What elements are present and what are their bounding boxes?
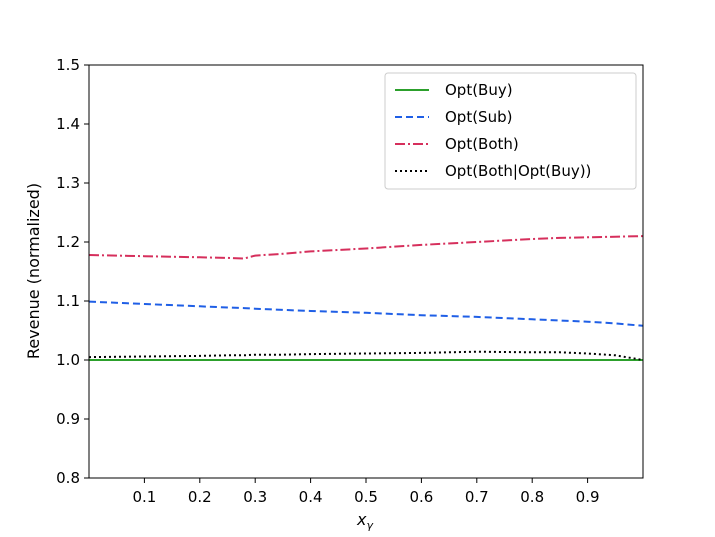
x-axis-label-main: x	[356, 510, 367, 529]
y-tick-label: 1.1	[56, 292, 80, 310]
x-axis-label-subscript: γ	[366, 519, 373, 532]
x-tick-label: 0.3	[243, 488, 267, 506]
x-tick-label: 0.5	[354, 488, 378, 506]
x-axis-label: xγ	[356, 510, 373, 532]
x-tick-label: 0.7	[465, 488, 489, 506]
legend-label-3: Opt(Both|Opt(Buy))	[445, 162, 591, 180]
legend-label-2: Opt(Both)	[445, 135, 519, 153]
x-tick-label: 0.9	[576, 488, 600, 506]
y-tick-label: 0.8	[56, 469, 80, 487]
axes-layer: 0.1 0.2 0.3 0.4 0.5 0.6 0.7 0.8 0.9 0.8 0.9 1.0 1.1 1…	[56, 56, 644, 506]
y-tick-label: 1.4	[56, 115, 80, 133]
x-tick-label: 0.8	[520, 488, 544, 506]
chart-legend: Opt(Buy) Opt(Sub) Opt(Both) Opt(Both|Opt(Bu…	[384, 72, 637, 190]
x-tick-label: 0.4	[299, 488, 323, 506]
series-line-1	[88, 300, 644, 327]
y-tick-label: 1.3	[56, 174, 80, 192]
legend-label-0: Opt(Buy)	[445, 81, 513, 99]
series-layer	[88, 235, 644, 361]
x-tick-label: 0.1	[132, 488, 156, 506]
x-tick-label: 0.6	[409, 488, 433, 506]
y-tick-label: 1.5	[56, 56, 80, 74]
y-tick-label: 0.9	[56, 410, 80, 428]
x-tick-label: 0.2	[188, 488, 212, 506]
legend-box	[384, 72, 637, 190]
y-tick-label: 1.0	[56, 351, 80, 369]
y-axis-label: Revenue (normalized)	[24, 183, 43, 359]
y-tick-label: 1.2	[56, 233, 80, 251]
legend-label-1: Opt(Sub)	[445, 108, 512, 126]
